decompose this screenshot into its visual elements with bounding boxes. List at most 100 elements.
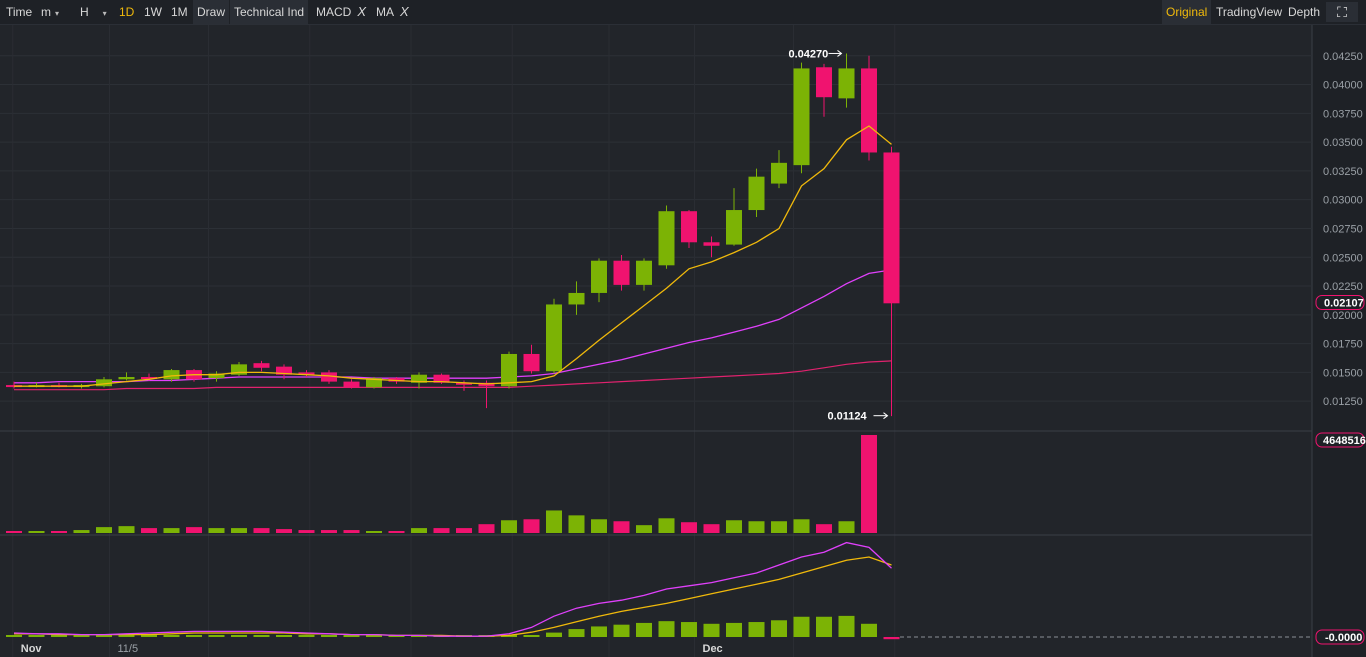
macd-histogram-bar xyxy=(726,622,742,637)
volume-bar xyxy=(96,527,112,533)
view-original-tab[interactable]: Original xyxy=(1162,0,1212,24)
macd-histogram-bar xyxy=(546,632,562,637)
price-tick-label: 0.01250 xyxy=(1323,396,1363,408)
macd-histogram-bar xyxy=(366,635,382,637)
volume-bar xyxy=(6,531,22,533)
hour-interval-button[interactable]: H ▾ xyxy=(80,0,107,24)
volume-bar xyxy=(321,530,337,533)
candle-body xyxy=(456,382,472,385)
candle-body xyxy=(411,374,427,383)
macd-histogram-bar xyxy=(276,635,292,637)
price-tick-label: 0.03500 xyxy=(1323,137,1363,149)
low-price-label: 0.01124 xyxy=(828,411,868,423)
volume-bar xyxy=(28,531,45,533)
candle-body xyxy=(96,379,112,387)
volume-bar xyxy=(523,519,540,533)
last-price-value: 0.02107 xyxy=(1324,298,1364,310)
view-depth-tab[interactable]: Depth xyxy=(1288,5,1321,19)
price-tick-label: 0.02750 xyxy=(1323,223,1363,235)
price-tick-label: 0.01500 xyxy=(1323,367,1363,379)
volume-bar xyxy=(861,435,877,533)
volume-bar xyxy=(343,530,360,533)
volume-bar xyxy=(568,515,585,533)
price-tick-label: 0.02000 xyxy=(1323,310,1363,322)
minute-interval-button[interactable]: m ▾ xyxy=(41,0,59,24)
macd-histogram-bar xyxy=(73,635,90,637)
candle-body xyxy=(568,292,585,305)
volume-bar xyxy=(591,519,607,533)
macd-dif-line xyxy=(13,541,892,637)
candle-body xyxy=(591,260,607,293)
ma-indicator-tag[interactable]: MA X xyxy=(376,0,409,24)
candle-body xyxy=(208,373,225,379)
candle-body xyxy=(231,364,247,375)
candle-body xyxy=(298,372,315,375)
candle-body xyxy=(838,68,855,99)
price-chart[interactable]: 0.04250 0.04000 0.03750 0.03500 0.03250 0.030… xyxy=(0,25,1366,657)
caret-down-icon[interactable]: ▾ xyxy=(55,9,60,18)
interval-1w-button[interactable]: 1W xyxy=(144,5,162,19)
macd-indicator-tag[interactable]: MACD X xyxy=(316,0,366,24)
interval-1m-button[interactable]: 1M xyxy=(171,5,188,19)
volume-bar xyxy=(456,528,472,533)
remove-ma-icon[interactable]: X xyxy=(400,4,409,19)
volume-bar xyxy=(658,518,675,533)
low-price-arrow-head xyxy=(883,412,889,420)
macd-histogram-bar xyxy=(6,635,22,637)
ma-short-line xyxy=(14,125,892,387)
interval-1d-button[interactable]: 1D xyxy=(119,5,135,19)
plot-background xyxy=(0,25,1312,657)
volume-bar xyxy=(748,521,765,533)
price-tick-label: 0.04000 xyxy=(1323,80,1363,92)
candle-body xyxy=(253,363,270,368)
candle-body xyxy=(703,242,720,246)
candle-body xyxy=(771,162,787,184)
price-axis-background xyxy=(1312,25,1366,657)
x-axis-label: Nov xyxy=(21,643,43,655)
macd-histogram-bar xyxy=(681,622,697,637)
high-price-arrow-head xyxy=(837,50,843,57)
macd-histogram-bar xyxy=(771,620,787,637)
macd-histogram-bar xyxy=(793,616,810,637)
macd-histogram-bar xyxy=(231,635,247,637)
volume-bar xyxy=(613,521,630,533)
macd-value: -0.0000 xyxy=(1325,632,1362,644)
hour-interval-label: H xyxy=(80,5,89,19)
volume-bar xyxy=(816,524,832,533)
macd-histogram-bar xyxy=(321,635,337,637)
caret-down-icon[interactable]: ▾ xyxy=(102,9,107,18)
volume-bar xyxy=(636,525,652,533)
draw-button[interactable]: Draw xyxy=(193,0,230,24)
macd-histogram-bar xyxy=(658,621,675,637)
price-tick-label: 0.04250 xyxy=(1323,51,1363,63)
macd-histogram-bar xyxy=(838,615,855,637)
candle-body xyxy=(748,176,765,211)
volume-bar xyxy=(208,528,225,533)
macd-indicator-label: MACD xyxy=(316,5,352,19)
time-button[interactable]: Time xyxy=(6,5,33,19)
ma-mid-line xyxy=(14,269,892,384)
volume-bar xyxy=(478,524,495,533)
volume-bar xyxy=(546,510,562,533)
candle-body xyxy=(523,353,540,372)
volume-bar xyxy=(366,531,382,533)
macd-histogram-bar xyxy=(253,635,270,637)
macd-histogram-bar xyxy=(636,622,652,637)
fullscreen-icon[interactable]: ⛶ xyxy=(1326,2,1358,22)
x-axis-label: Dec xyxy=(703,643,723,655)
macd-histogram-bar xyxy=(51,635,67,637)
ma-long-line xyxy=(14,360,892,391)
volume-bar xyxy=(726,520,742,533)
candle-body xyxy=(276,366,292,375)
ma-indicator-label: MA xyxy=(376,5,394,19)
technical-indicators-button[interactable]: Technical Ind xyxy=(230,0,309,24)
price-tick-label: 0.02250 xyxy=(1323,281,1363,293)
candle-body xyxy=(343,381,360,388)
volume-bar xyxy=(681,522,697,533)
volume-bar xyxy=(771,521,787,533)
volume-bar xyxy=(793,519,810,533)
macd-histogram-bar xyxy=(141,635,157,637)
remove-macd-icon[interactable]: X xyxy=(357,4,367,19)
price-tick-label: 0.02500 xyxy=(1323,252,1363,264)
view-tradingview-tab[interactable]: TradingView xyxy=(1216,5,1283,19)
